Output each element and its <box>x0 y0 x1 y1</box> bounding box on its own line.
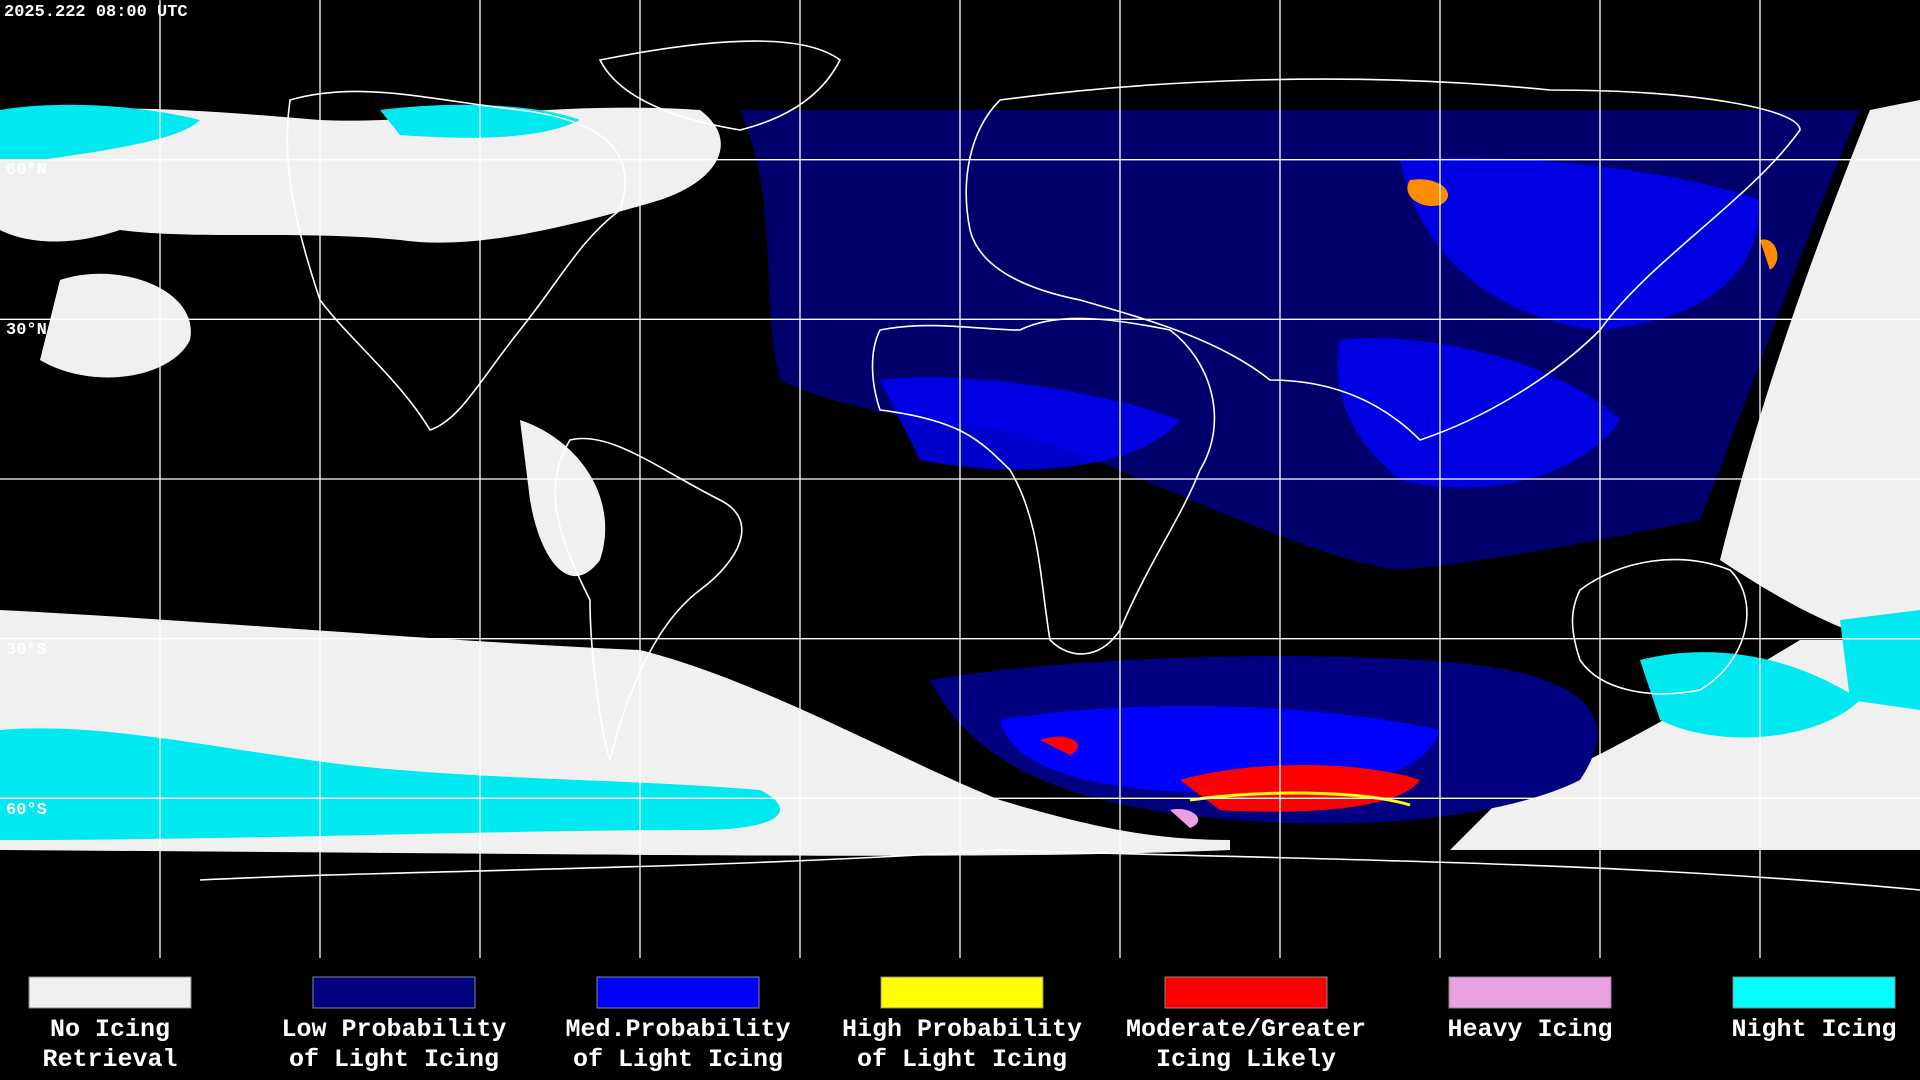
cloud-orange <box>1407 179 1449 206</box>
cloud-layer <box>0 100 1920 856</box>
cloud-cyan <box>0 728 780 840</box>
latitude-label: 60°N <box>6 161 47 180</box>
legend-swatch <box>1732 976 1896 1009</box>
coastline <box>1571 558 1748 695</box>
legend-label: Icing Likely <box>1156 1045 1336 1074</box>
legend-label: of Light Icing <box>573 1045 783 1074</box>
cloud-orange <box>1760 239 1778 270</box>
legend-label: of Light Icing <box>289 1045 499 1074</box>
legend-swatch <box>28 976 192 1009</box>
cloud-white <box>0 107 721 243</box>
cloud-red <box>1040 736 1079 755</box>
legend-swatch <box>1164 976 1328 1009</box>
cloud-cyan <box>0 104 200 160</box>
legend-swatch <box>596 976 760 1009</box>
legend-swatch <box>1448 976 1612 1009</box>
legend-label: Med.Probability <box>565 1015 790 1044</box>
legend-swatch <box>880 976 1044 1009</box>
legend-swatch <box>312 976 476 1009</box>
legend-label: No Icing <box>50 1015 170 1044</box>
legend-label: Night Icing <box>1731 1015 1896 1044</box>
legend-label: Moderate/Greater <box>1126 1015 1366 1044</box>
coastline <box>554 437 743 763</box>
cloud-cyan <box>1640 652 1860 738</box>
coastline <box>598 40 842 131</box>
legend-label: Heavy Icing <box>1447 1015 1612 1044</box>
cloud-blue <box>1400 157 1760 330</box>
cloud-white <box>1720 100 1920 650</box>
cloud-pink <box>1170 809 1199 828</box>
cloud-cyan <box>1840 610 1920 710</box>
legend-label: Retrieval <box>42 1045 177 1074</box>
legend-label: of Light Icing <box>857 1045 1067 1074</box>
coastline <box>965 78 1801 441</box>
coastline <box>199 849 1920 891</box>
cloud-red <box>1180 765 1420 812</box>
cloud-white <box>520 420 606 577</box>
latitude-label: 30°S <box>6 641 47 660</box>
cloud-blue <box>880 377 1180 470</box>
cloud-white <box>40 273 191 378</box>
latitude-label: 60°S <box>6 801 47 820</box>
coastline <box>871 317 1216 655</box>
graticule: 60°N 30°N 30°S 60°S <box>0 0 1920 958</box>
cloud-blue <box>1337 338 1620 488</box>
legend-label: Low Probability <box>281 1015 506 1044</box>
legend-label: High Probability <box>842 1015 1082 1044</box>
latitude-label: 30°N <box>6 321 47 340</box>
timestamp: 2025.222 08:00 UTC <box>4 3 188 22</box>
cloud-yellow <box>1189 791 1411 807</box>
